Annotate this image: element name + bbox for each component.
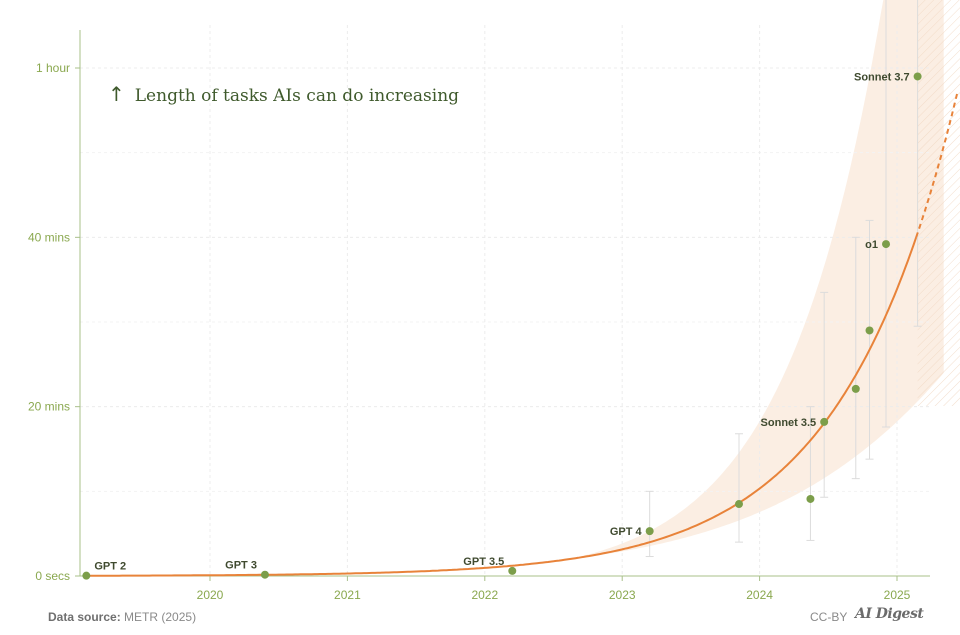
error-bars [645,0,922,558]
license-label: CC-BY [810,610,848,624]
data-point [82,571,91,580]
trend-line [86,91,959,577]
data-points [82,72,922,580]
trend-line-projection [915,91,959,238]
data-point-label: Sonnet 3.5 [761,417,817,429]
data-source-text: METR (2025) [124,610,197,624]
data-point [820,417,829,426]
up-arrow-icon: ↑ [108,82,125,106]
y-tick-label: 0 secs [35,569,70,583]
data-point [508,566,517,575]
x-tick-label: 2020 [197,588,224,602]
brand-logo: AI Digest [855,606,924,622]
x-tick-label: 2025 [884,588,911,602]
point-labels: GPT 2 GPT 3 GPT 3.5 GPT 4 Sonnet 3.5 o1 Sonnet… [94,71,909,572]
data-point-label: GPT 2 [94,561,126,573]
data-point [645,527,654,536]
axes: 0 secs 20 mins 40 mins 1 hour 2020 2021 2022 20… [28,30,930,602]
x-tick-label: 2022 [471,588,498,602]
trend-line-solid [86,236,918,577]
y-tick-label: 20 mins [28,400,70,414]
data-point [882,240,891,249]
data-point-label: GPT 3 [225,560,257,572]
data-point-label: GPT 4 [610,526,643,538]
confidence-band-area [567,0,944,560]
data-point-label: o1 [865,239,878,251]
data-point-label: Sonnet 3.7 [854,71,910,83]
data-source-label: Data source: [48,610,121,624]
data-source: Data source: METR (2025) [48,610,196,624]
data-point [913,72,922,81]
confidence-band [567,0,960,560]
data-point-label: GPT 3.5 [463,556,504,568]
y-tick-label: 40 mins [28,230,70,244]
grid [80,25,930,576]
data-point [734,500,743,509]
y-tick-label: 1 hour [36,61,70,75]
data-point [851,384,860,393]
footer: Data source: METR (2025) CC-BY AI Digest [0,600,960,635]
x-tick-label: 2023 [609,588,636,602]
data-point [260,570,269,579]
x-tick-label: 2021 [334,588,361,602]
chart-title-text: Length of tasks AIs can do increasing [134,86,460,106]
x-tick-label: 2024 [746,588,773,602]
projection-hatch [917,0,960,406]
chart-title: ↑ Length of tasks AIs can do increasing [108,82,459,106]
data-point [806,494,815,503]
data-point [865,326,874,335]
